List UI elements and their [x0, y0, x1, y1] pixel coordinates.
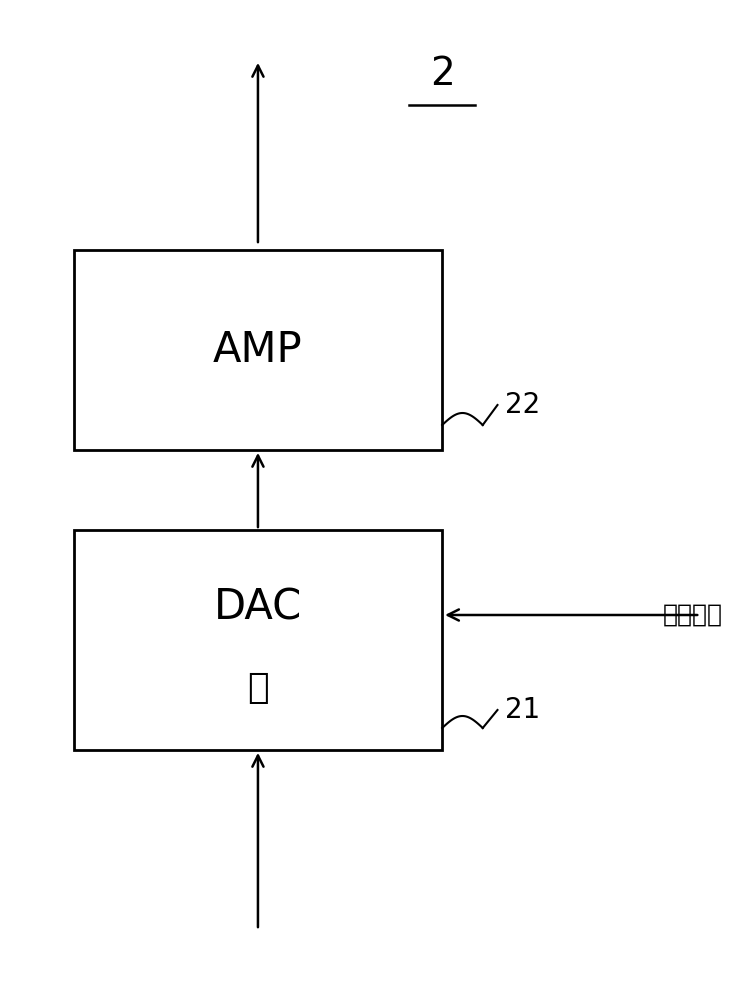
- Text: 21: 21: [505, 696, 540, 724]
- Bar: [74, 530, 442, 750]
- Bar: [74, 250, 442, 450]
- Text: 分级电压: 分级电压: [663, 603, 722, 627]
- Text: 块: 块: [247, 671, 269, 705]
- Text: 2: 2: [430, 55, 455, 93]
- Text: AMP: AMP: [213, 329, 303, 371]
- Text: DAC: DAC: [214, 586, 302, 628]
- Text: 22: 22: [505, 391, 540, 419]
